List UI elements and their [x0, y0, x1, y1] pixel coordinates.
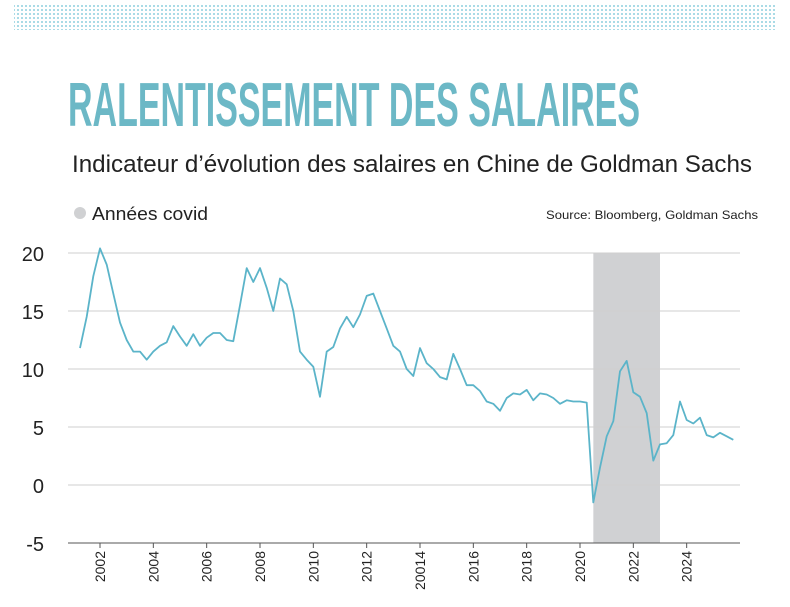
x-tick-label: 2024	[679, 551, 695, 582]
source: Source: Bloomberg, Goldman Sachs	[546, 208, 758, 222]
chart-subtitle: Indicateur d’évolution des salaires en C…	[72, 151, 752, 178]
chart-title: RALENTISSEMENT DES SALAIRES	[68, 71, 640, 140]
header-pattern	[14, 4, 776, 30]
x-tick-label: 2012	[359, 551, 375, 582]
x-tick-label: 2002	[92, 551, 108, 582]
y-tick-label: 10	[22, 360, 44, 382]
data-line	[79, 247, 734, 504]
x-tick-label: 2022	[625, 551, 641, 582]
plot-area: -5 0 5 10 15 20 2002 2004 2006 2008 2010 2012 20014 2…	[22, 244, 740, 590]
y-tick-label: -5	[26, 534, 44, 556]
x-tick-label: 2010	[305, 551, 321, 582]
x-tick-label: 2018	[519, 551, 535, 582]
x-tick-label: 2008	[252, 551, 268, 582]
legend-swatch	[74, 207, 86, 219]
covid-band	[593, 253, 660, 543]
x-tick-label: 2020	[572, 551, 588, 582]
y-tick-label: 0	[33, 476, 44, 498]
x-tick-label: 2004	[145, 551, 161, 582]
x-tick-label: 2016	[465, 551, 481, 582]
y-tick-label: 20	[22, 244, 44, 266]
x-tick-label: 2006	[199, 551, 215, 582]
y-tick-label: 15	[22, 302, 44, 324]
legend-label: Années covid	[92, 204, 208, 224]
y-tick-label: 5	[33, 418, 44, 440]
x-tick-label: 20014	[412, 551, 428, 590]
